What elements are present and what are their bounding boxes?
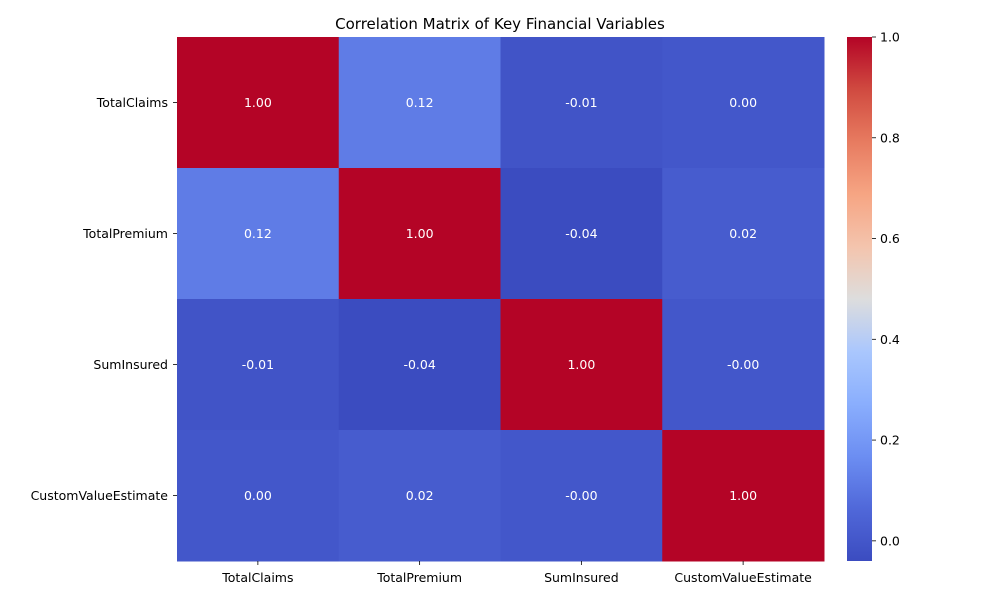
cell-value-label: -0.04 — [565, 226, 597, 241]
heatmap-cell — [177, 168, 340, 300]
y-tick-label: CustomValueEstimate — [31, 488, 169, 503]
cell-value-label: 1.00 — [244, 95, 272, 110]
y-axis-tick-labels: TotalClaims TotalPremium SumInsured CustomV… — [31, 95, 177, 503]
cell-value-label: 0.00 — [244, 488, 272, 503]
cell-value-label: 0.12 — [244, 226, 272, 241]
heatmap-cell — [177, 430, 340, 562]
x-tick-label: SumInsured — [544, 570, 619, 585]
heatmap-cell — [500, 430, 663, 562]
cell-value-label: 1.00 — [406, 226, 434, 241]
chart-title: Correlation Matrix of Key Financial Vari… — [335, 15, 665, 33]
heatmap-cell — [662, 168, 825, 300]
cell-value-label: -0.00 — [727, 357, 759, 372]
heatmap-cell — [177, 37, 340, 169]
cell-value-label: -0.01 — [242, 357, 274, 372]
heatmap-cell — [338, 168, 501, 300]
x-tick-label: TotalClaims — [221, 570, 293, 585]
colorbar-tick-label: 0.0 — [880, 533, 900, 548]
y-tick-label: TotalClaims — [96, 95, 168, 110]
colorbar: 0.0 0.2 0.4 0.6 0.8 1.0 — [847, 30, 900, 561]
heatmap-cell — [662, 430, 825, 562]
heatmap-cell — [662, 37, 825, 169]
colorbar-tick-label: 1.0 — [880, 30, 900, 45]
y-tick-label: TotalPremium — [82, 226, 168, 241]
heatmap-cells — [177, 37, 825, 562]
y-tick-label: SumInsured — [93, 357, 168, 372]
cell-value-label: 0.02 — [406, 488, 434, 503]
heatmap-cell-labels: 1.00 0.12 -0.01 0.00 0.12 1.00 -0.04 0.02 -0.01 -… — [242, 95, 760, 503]
heatmap-cell — [500, 299, 663, 431]
heatmap-cell — [338, 299, 501, 431]
cell-value-label: 0.12 — [406, 95, 434, 110]
heatmap-cell — [662, 299, 825, 431]
heatmap-cell — [500, 37, 663, 169]
cell-value-label: 0.02 — [729, 226, 757, 241]
heatmap-cell — [338, 430, 501, 562]
cell-value-label: 0.00 — [729, 95, 757, 110]
heatmap-cell — [338, 37, 501, 169]
colorbar-gradient — [847, 37, 872, 561]
colorbar-tick-label: 0.4 — [880, 332, 900, 347]
cell-value-label: -0.00 — [565, 488, 597, 503]
x-tick-label: CustomValueEstimate — [674, 570, 812, 585]
cell-value-label: 1.00 — [567, 357, 595, 372]
cell-value-label: -0.04 — [403, 357, 435, 372]
x-axis-tick-labels: TotalClaims TotalPremium SumInsured CustomV… — [221, 561, 812, 585]
cell-value-label: -0.01 — [565, 95, 597, 110]
colorbar-tick-label: 0.2 — [880, 433, 900, 448]
heatmap-cell — [177, 299, 340, 431]
x-tick-label: TotalPremium — [376, 570, 462, 585]
heatmap-cell — [500, 168, 663, 300]
cell-value-label: 1.00 — [729, 488, 757, 503]
colorbar-tick-label: 0.6 — [880, 231, 900, 246]
colorbar-tick-label: 0.8 — [880, 130, 900, 145]
